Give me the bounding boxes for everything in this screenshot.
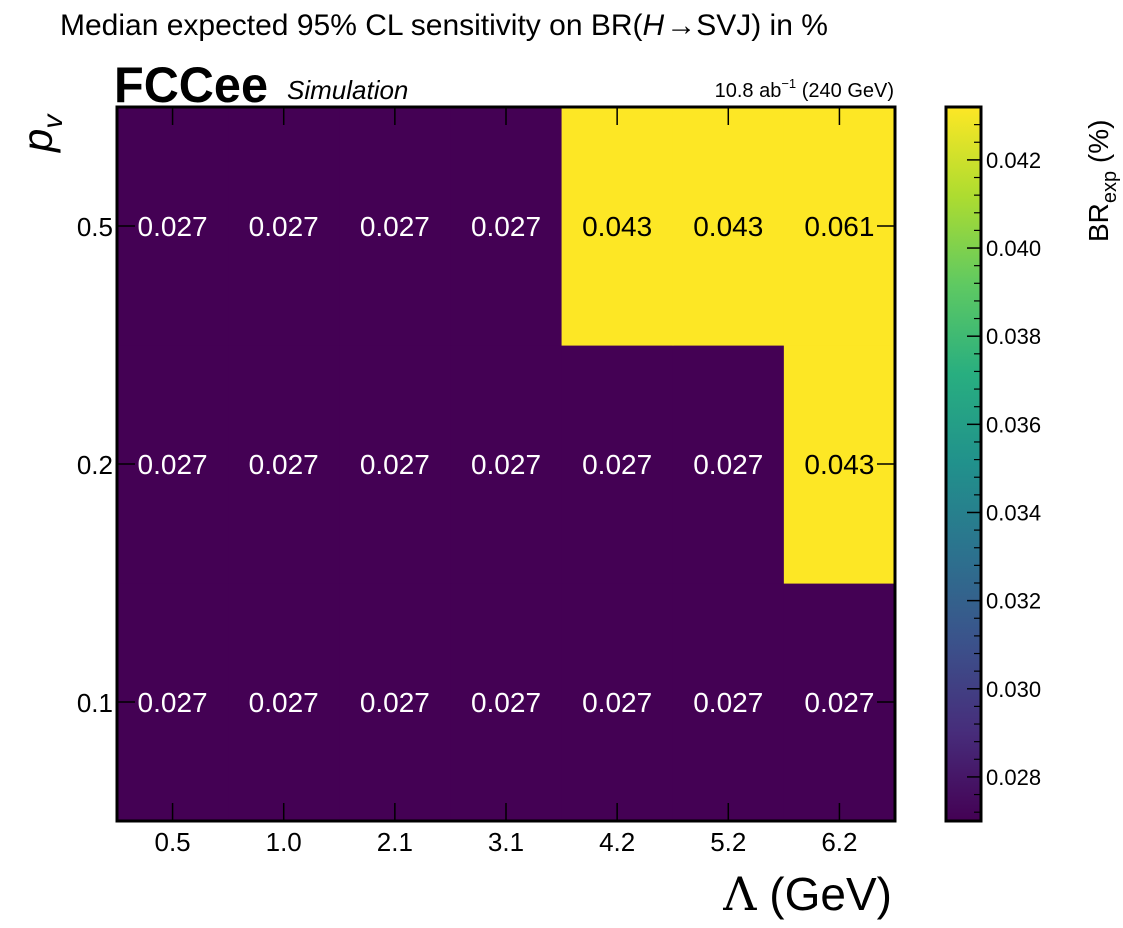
- y-axis-symbol: p: [14, 129, 61, 154]
- chart-title: Median expected 95% CL sensitivity on BR…: [60, 9, 828, 42]
- x-tick-label: 4.2: [599, 827, 635, 857]
- cell-value-label: 0.027: [138, 687, 208, 718]
- cell-value-label: 0.043: [582, 211, 652, 242]
- heatmap-cell: [783, 107, 896, 346]
- y-tick-label: 0.1: [77, 688, 113, 718]
- heatmap-cells: [117, 107, 896, 822]
- y-tick-label: 0.2: [77, 450, 113, 480]
- colorbar-tick-label: 0.034: [986, 500, 1041, 525]
- cell-value-label: 0.027: [360, 687, 430, 718]
- cell-value-label: 0.027: [360, 449, 430, 480]
- heatmap-cell: [117, 345, 229, 584]
- x-tick-label: 6.2: [821, 827, 857, 857]
- heatmap-cell: [339, 345, 452, 584]
- cell-value-label: 0.027: [471, 449, 541, 480]
- cell-value-label: 0.027: [804, 687, 874, 718]
- lumi-energy: (240 GeV): [796, 80, 894, 102]
- colorbar-label: BRexp (%): [1083, 120, 1121, 242]
- x-tick-label: 3.1: [488, 827, 524, 857]
- y-axis-subscript: v: [37, 113, 68, 129]
- heatmap-cell-labels: 0.027 0.027 0.027 0.027 0.027 0.027 0.027 0.027…: [138, 211, 875, 718]
- colorbar: [944, 105, 983, 823]
- colorbar-tick-label: 0.042: [986, 148, 1041, 173]
- chart-title-tail: SVJ) in %: [696, 9, 828, 42]
- heatmap-cell: [672, 345, 785, 584]
- x-tick-label: 5.2: [710, 827, 746, 857]
- heatmap-cell: [783, 345, 896, 584]
- cell-value-label: 0.027: [471, 687, 541, 718]
- cell-value-label: 0.043: [693, 211, 763, 242]
- heatmap-cell: [783, 583, 896, 822]
- chart-title-prefix: Median expected 95% CL sensitivity on BR…: [60, 9, 643, 42]
- cell-value-label: 0.027: [693, 449, 763, 480]
- cell-value-label: 0.027: [249, 687, 319, 718]
- plot-frame: [115, 105, 897, 823]
- heatmap-cell: [450, 583, 563, 822]
- lumi-value: 10.8 ab: [715, 80, 782, 102]
- cell-value-label: 0.043: [804, 449, 874, 480]
- chart-title-math: H: [643, 9, 665, 42]
- colorbar-tick-label: 0.036: [986, 412, 1041, 437]
- cell-value-label: 0.027: [693, 687, 763, 718]
- heatmap-cell: [561, 107, 674, 346]
- cell-value-label: 0.027: [138, 211, 208, 242]
- colorbar-tick-label: 0.040: [986, 236, 1041, 261]
- heatmap-cell: [561, 583, 674, 822]
- heatmap-cell: [672, 583, 785, 822]
- lumi-label: 10.8 ab−1 (240 GeV): [715, 76, 894, 102]
- y-tick-label: 0.5: [77, 212, 113, 242]
- heatmap-cell: [672, 107, 785, 346]
- colorbar-tick-label: 0.028: [986, 765, 1041, 790]
- cell-value-label: 0.061: [804, 211, 874, 242]
- heatmap-cell: [450, 107, 563, 346]
- cell-value-label: 0.027: [582, 449, 652, 480]
- x-axis-label: Λ (GeV): [722, 867, 892, 921]
- cell-value-label: 0.027: [138, 449, 208, 480]
- experiment-tag: Simulation: [287, 75, 408, 105]
- colorbar-tick-label: 0.038: [986, 324, 1041, 349]
- chart-title-arrow: →: [666, 9, 696, 42]
- heatmap-cell: [117, 107, 229, 346]
- x-tick-label: 1.0: [266, 827, 302, 857]
- colorbar-tick-label: 0.032: [986, 589, 1041, 614]
- heatmap-cell: [228, 583, 340, 822]
- cell-value-label: 0.027: [249, 449, 319, 480]
- colorbar-label-main: BR: [1083, 203, 1114, 242]
- colorbar-label-sub: exp: [1099, 171, 1121, 203]
- cell-value-label: 0.027: [471, 211, 541, 242]
- heatmap-cell: [228, 107, 340, 346]
- heatmap-cell: [450, 345, 563, 584]
- experiment-label: FCCee: [114, 57, 268, 113]
- colorbar-tick-label: 0.030: [986, 677, 1041, 702]
- heatmap-cell: [339, 583, 452, 822]
- x-tick-label: 0.5: [154, 827, 190, 857]
- colorbar-ticks: 0.028 0.030 0.032 0.034 0.036 0.038 0.040 0.042: [967, 106, 1041, 813]
- y-axis-label: pv: [14, 113, 68, 154]
- x-axis-symbol: Λ: [722, 867, 757, 921]
- heatmap-cell: [339, 107, 452, 346]
- colorbar-label-unit: (%): [1083, 120, 1114, 171]
- x-tick-label: 2.1: [377, 827, 413, 857]
- axis-ticks: [117, 107, 895, 821]
- heatmap-cell: [228, 345, 340, 584]
- heatmap-cell: [561, 345, 674, 584]
- cell-value-label: 0.027: [360, 211, 430, 242]
- cell-value-label: 0.027: [582, 687, 652, 718]
- cell-value-label: 0.027: [249, 211, 319, 242]
- x-axis-unit: (GeV): [757, 868, 892, 920]
- heatmap-cell: [117, 583, 229, 822]
- lumi-exponent: −1: [781, 76, 796, 91]
- axis-tick-labels: 0.5 1.0 2.1 3.1 4.2 5.2 6.2 0.1 0.2 0.5: [77, 212, 858, 857]
